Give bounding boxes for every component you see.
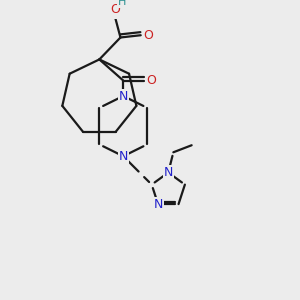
Text: N: N — [118, 89, 128, 103]
Text: H: H — [118, 0, 127, 7]
Text: N: N — [153, 198, 163, 211]
Text: N: N — [118, 89, 128, 103]
Text: N: N — [118, 150, 128, 163]
Text: O: O — [110, 3, 120, 16]
Text: O: O — [146, 74, 156, 87]
Text: O: O — [144, 29, 154, 42]
Text: N: N — [164, 166, 173, 179]
